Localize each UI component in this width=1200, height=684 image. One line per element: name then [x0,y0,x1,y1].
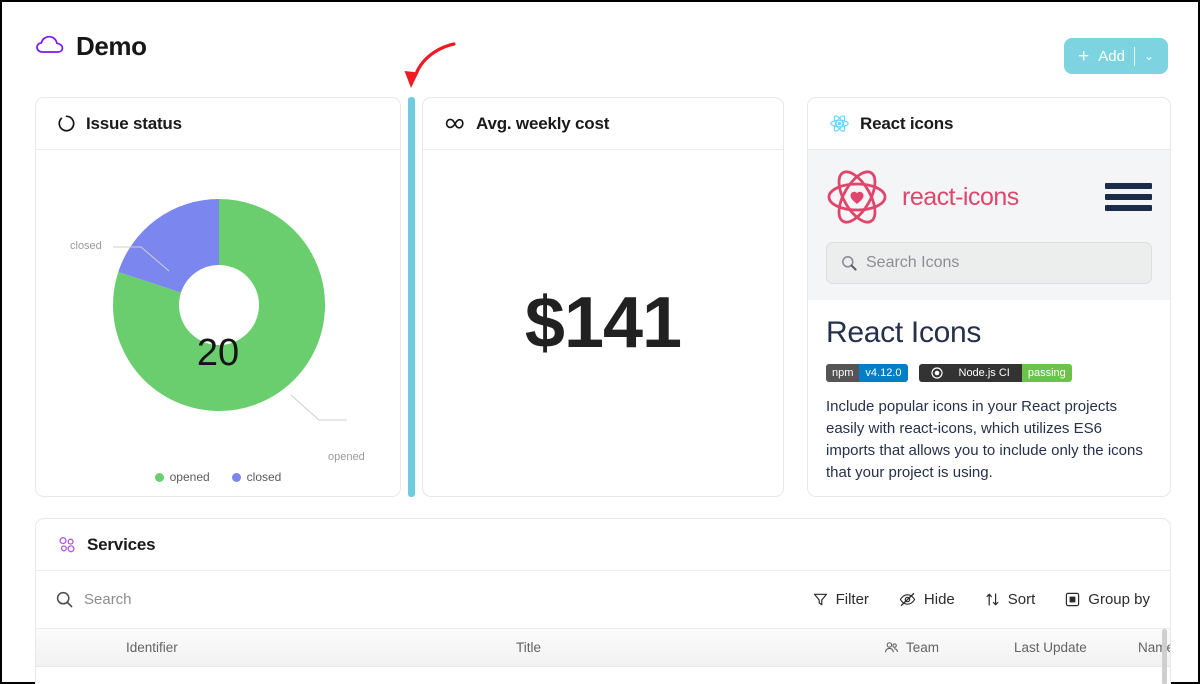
card-title: Issue status [86,113,182,133]
add-button-label: Add [1098,47,1125,65]
cloud-icon [36,35,64,57]
react-logo-row: react-icons [826,168,1152,226]
card-title: Avg. weekly cost [476,113,610,133]
funnel-icon [813,592,828,607]
chart-legend: opened closed [36,470,400,484]
column-header-label: Team [906,640,940,655]
card-issue-status[interactable]: Issue status 20 closed opened [35,97,401,497]
react-atom-icon [830,115,849,132]
plus-icon: + [1078,45,1090,67]
people-icon [884,641,899,654]
card-header: Services [36,519,1170,571]
badge-label: Node.js CI [958,367,1010,379]
search-placeholder: Search [84,591,132,608]
hide-button[interactable]: Hide [899,591,955,608]
card-header: Avg. weekly cost [423,98,783,150]
react-site-body: React Icons npm v4.12.0 Node.js CI [808,300,1170,484]
badge-nodejs-ci: Node.js CI passing [918,364,1072,382]
github-icon [925,367,949,379]
card-header: React icons [808,98,1170,150]
donut-center-value: 20 [196,332,240,374]
table-header-row: Identifier Title Team Last Update Name [36,629,1170,667]
action-label: Hide [923,591,955,608]
card-react-icons[interactable]: React icons react-i [807,97,1171,497]
legend-dot-icon [154,472,164,482]
molecule-cluster-icon [58,536,76,554]
action-label: Filter [835,591,869,608]
react-description: Include popular icons in your React proj… [826,398,1143,481]
infinity-icon [445,117,465,131]
card-services[interactable]: Services Search Filter [35,518,1171,684]
legend-label: opened [169,470,210,484]
legend-item-closed: closed [231,470,282,484]
donut-label-opened: opened [328,451,365,463]
column-header-identifier[interactable]: Identifier [126,640,178,655]
react-search-placeholder: Search Icons [866,254,960,271]
donut-circle-icon [58,115,75,132]
badge-value: v4.12.0 [859,364,908,382]
card-header: Issue status [36,98,400,150]
badge-label: npm [826,364,860,382]
toolbar-actions: Filter Hide [813,591,1150,608]
drop-indicator [408,97,415,497]
badge-list: npm v4.12.0 Node.js CI passing [826,364,1152,382]
column-header-last-update[interactable]: Last Update [1014,640,1087,655]
column-header-team[interactable]: Team [884,640,939,655]
react-site-header: react-icons Search Icons [808,150,1170,300]
action-label: Group by [1088,591,1150,608]
card-title: Services [87,534,156,554]
divider [1133,46,1135,66]
card-body: $141 [423,150,783,496]
card-body: react-icons Search Icons Re [808,150,1170,496]
legend-dot-icon [231,472,241,482]
filter-button[interactable]: Filter [813,591,869,608]
card-body: 20 closed opened opened closed [36,150,400,496]
column-header-title[interactable]: Title [516,640,542,655]
donut-chart: 20 closed opened [36,150,400,496]
hamburger-menu-icon[interactable] [1105,183,1152,211]
legend-item-opened: opened [154,470,210,484]
eye-off-icon [899,592,916,607]
brand: Demo [36,31,147,62]
react-icons-wordmark: react-icons [902,182,1019,211]
search-icon [56,591,73,608]
group-by-button[interactable]: Group by [1065,591,1150,608]
group-box-icon [1065,592,1080,607]
red-curved-arrow-icon [404,42,456,88]
react-icons-logo-icon [826,168,888,226]
badge-npm: npm v4.12.0 [826,364,908,382]
badge-value: passing [1021,364,1072,382]
sort-arrows-icon [985,592,1000,607]
legend-label: closed [246,470,282,484]
action-label: Sort [1007,591,1036,608]
chevron-down-icon: ⌄ [1143,49,1154,63]
card-avg-weekly-cost[interactable]: Avg. weekly cost $141 [422,97,784,497]
page-header: Demo + Add ⌄ [2,2,1200,90]
search-icon [841,255,857,271]
sort-button[interactable]: Sort [985,591,1036,608]
add-button[interactable]: + Add ⌄ [1064,38,1168,74]
card-title: React icons [860,113,954,133]
cost-value: $141 [524,283,682,363]
donut-label-closed: closed [70,240,102,252]
services-toolbar: Search Filter [36,571,1170,629]
search-input[interactable]: Search [56,591,132,608]
react-heading: React Icons [826,316,982,349]
vertical-scrollbar[interactable] [1162,629,1167,684]
page-title: Demo [76,30,147,61]
react-search-input[interactable]: Search Icons [826,242,1152,284]
